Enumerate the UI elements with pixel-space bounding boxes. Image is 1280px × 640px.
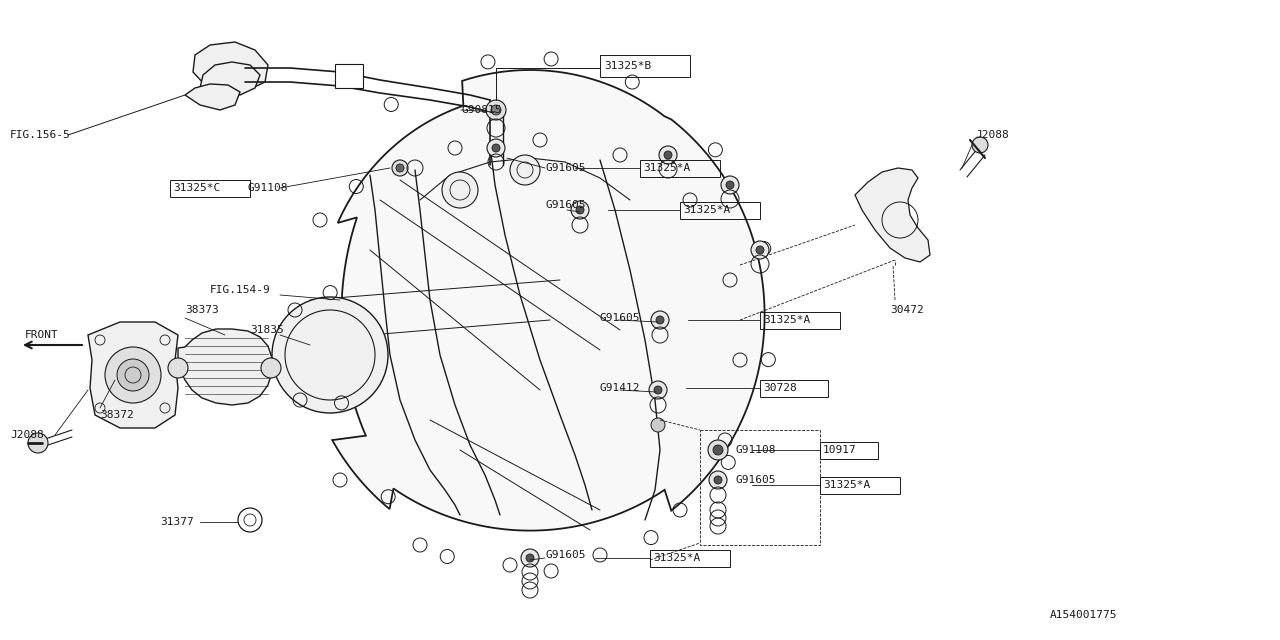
Text: 31325*A: 31325*A bbox=[653, 553, 700, 563]
Text: 10917: 10917 bbox=[823, 445, 856, 455]
Text: 38373: 38373 bbox=[186, 305, 219, 315]
Polygon shape bbox=[333, 70, 764, 531]
Circle shape bbox=[273, 297, 388, 413]
Bar bbox=[760, 312, 840, 329]
Circle shape bbox=[116, 359, 148, 391]
Circle shape bbox=[28, 433, 49, 453]
Circle shape bbox=[486, 139, 506, 157]
Circle shape bbox=[261, 358, 282, 378]
Text: 31325*A: 31325*A bbox=[763, 315, 810, 325]
Bar bbox=[170, 180, 250, 197]
Circle shape bbox=[654, 386, 662, 394]
Text: G91605: G91605 bbox=[545, 163, 585, 173]
Text: 31325*C: 31325*C bbox=[173, 183, 220, 193]
Circle shape bbox=[526, 554, 534, 562]
Text: 31325*A: 31325*A bbox=[684, 205, 731, 215]
Circle shape bbox=[396, 164, 404, 172]
Polygon shape bbox=[193, 42, 268, 92]
Text: G91605: G91605 bbox=[545, 200, 585, 210]
Circle shape bbox=[649, 381, 667, 399]
Text: 31325*B: 31325*B bbox=[604, 61, 652, 71]
Text: 30472: 30472 bbox=[890, 305, 924, 315]
Text: G91605: G91605 bbox=[600, 313, 640, 323]
Circle shape bbox=[492, 105, 500, 115]
Circle shape bbox=[509, 155, 540, 185]
Bar bbox=[600, 55, 690, 77]
Circle shape bbox=[659, 146, 677, 164]
Circle shape bbox=[521, 549, 539, 567]
Circle shape bbox=[726, 181, 733, 189]
Text: FRONT: FRONT bbox=[24, 330, 58, 340]
Circle shape bbox=[652, 418, 666, 432]
Text: FIG.154-9: FIG.154-9 bbox=[210, 285, 271, 295]
Circle shape bbox=[652, 311, 669, 329]
Circle shape bbox=[751, 241, 769, 259]
Text: A154001775: A154001775 bbox=[1050, 610, 1117, 620]
Text: G91605: G91605 bbox=[545, 550, 585, 560]
Text: 31325*A: 31325*A bbox=[643, 163, 690, 173]
Text: 31377: 31377 bbox=[160, 517, 193, 527]
Text: 30728: 30728 bbox=[763, 383, 796, 393]
Bar bbox=[760, 380, 828, 397]
Bar bbox=[700, 430, 820, 545]
Text: J2088: J2088 bbox=[10, 430, 44, 440]
Text: G91412: G91412 bbox=[600, 383, 640, 393]
Circle shape bbox=[492, 144, 500, 152]
Polygon shape bbox=[178, 329, 273, 405]
Circle shape bbox=[571, 201, 589, 219]
Circle shape bbox=[721, 176, 739, 194]
Circle shape bbox=[657, 316, 664, 324]
Text: J2088: J2088 bbox=[975, 130, 1009, 140]
Polygon shape bbox=[186, 84, 241, 110]
Text: FIG.156-5: FIG.156-5 bbox=[10, 130, 70, 140]
Bar bbox=[640, 160, 719, 177]
Bar bbox=[820, 477, 900, 494]
Bar bbox=[335, 64, 364, 88]
Text: G91108: G91108 bbox=[248, 183, 288, 193]
Bar bbox=[700, 430, 820, 545]
Polygon shape bbox=[88, 322, 178, 428]
Text: G90815: G90815 bbox=[462, 105, 503, 115]
Circle shape bbox=[664, 151, 672, 159]
Circle shape bbox=[168, 358, 188, 378]
Circle shape bbox=[713, 445, 723, 455]
Circle shape bbox=[105, 347, 161, 403]
Text: G91108: G91108 bbox=[735, 445, 776, 455]
Circle shape bbox=[486, 100, 506, 120]
Polygon shape bbox=[855, 168, 931, 262]
Text: 31325*A: 31325*A bbox=[823, 480, 870, 490]
Circle shape bbox=[714, 476, 722, 484]
Text: 38372: 38372 bbox=[100, 410, 133, 420]
Circle shape bbox=[576, 206, 584, 214]
Text: G91605: G91605 bbox=[735, 475, 776, 485]
Bar bbox=[680, 202, 760, 219]
Circle shape bbox=[756, 246, 764, 254]
Circle shape bbox=[709, 471, 727, 489]
Circle shape bbox=[708, 440, 728, 460]
Bar bbox=[820, 442, 878, 459]
Text: 31835: 31835 bbox=[250, 325, 284, 335]
Polygon shape bbox=[200, 62, 260, 95]
Circle shape bbox=[972, 137, 988, 153]
Bar bbox=[650, 550, 730, 567]
Circle shape bbox=[392, 160, 408, 176]
Circle shape bbox=[442, 172, 477, 208]
